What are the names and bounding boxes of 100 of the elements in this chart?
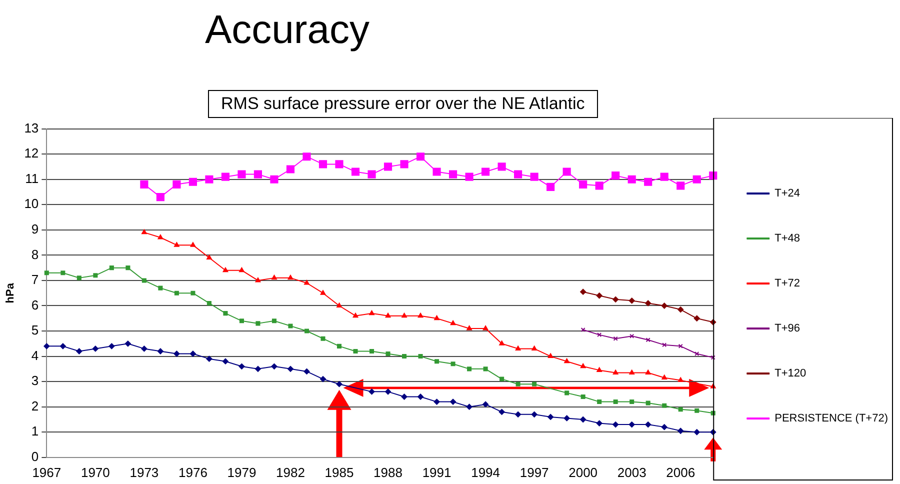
point — [676, 182, 685, 190]
point — [448, 170, 458, 178]
point — [255, 277, 261, 282]
point — [157, 348, 164, 354]
point — [466, 404, 472, 410]
point — [483, 366, 488, 372]
y-tick-label: 13 — [24, 120, 39, 136]
point — [662, 403, 667, 408]
legend-label: T+24 — [774, 188, 800, 200]
point — [286, 165, 295, 174]
point — [418, 354, 423, 359]
x-tick-label: 1997 — [520, 464, 549, 480]
point — [272, 274, 277, 280]
x-tick-label: 1967 — [32, 464, 62, 480]
point — [368, 388, 375, 395]
point — [400, 160, 408, 168]
point — [548, 353, 554, 358]
x-tick-label: 2006 — [666, 464, 696, 480]
chart-title: Accuracy — [205, 8, 370, 53]
point — [434, 315, 440, 320]
point — [531, 411, 538, 418]
point — [386, 351, 390, 356]
point — [353, 348, 358, 354]
point — [402, 354, 407, 359]
point — [694, 429, 700, 436]
point — [256, 321, 260, 326]
point — [434, 359, 440, 364]
point — [646, 400, 650, 406]
point — [142, 229, 147, 234]
point — [156, 193, 164, 202]
point — [596, 420, 602, 426]
x-tick-label: 2003 — [617, 464, 646, 480]
point — [564, 390, 570, 396]
point — [352, 312, 358, 318]
point — [76, 276, 82, 280]
point — [93, 273, 98, 278]
y-tick-label: 0 — [31, 448, 39, 464]
point — [662, 374, 668, 380]
point — [304, 328, 310, 334]
point — [662, 342, 667, 348]
point — [628, 422, 635, 428]
y-tick-label: 12 — [24, 146, 39, 161]
legend-label: T+72 — [774, 278, 800, 290]
point — [678, 344, 683, 348]
point — [678, 377, 684, 382]
point — [288, 324, 293, 328]
point — [499, 340, 504, 346]
point — [612, 370, 618, 374]
point — [108, 343, 115, 350]
point — [140, 180, 148, 188]
point — [597, 332, 602, 338]
point — [612, 422, 619, 428]
point — [450, 362, 456, 366]
point — [60, 343, 66, 350]
point — [335, 160, 344, 168]
point — [158, 286, 163, 290]
point — [174, 290, 179, 296]
point — [384, 162, 392, 171]
point — [44, 270, 49, 276]
point — [532, 346, 537, 350]
y-axis-title: hPa — [4, 282, 17, 304]
point — [174, 350, 180, 357]
point — [418, 312, 424, 318]
y-tick-label: 7 — [31, 272, 39, 288]
chart-subtitle: RMS surface pressure error over the NE Atlantic — [208, 90, 598, 118]
point — [385, 312, 391, 318]
point — [644, 178, 652, 186]
point — [548, 414, 554, 420]
x-tick-label: 1982 — [276, 464, 305, 480]
point — [628, 175, 636, 184]
point — [450, 398, 456, 405]
y-tick-label: 9 — [31, 221, 39, 236]
point — [515, 411, 522, 418]
point — [645, 422, 652, 428]
point — [580, 416, 586, 422]
point — [564, 358, 570, 364]
point — [320, 336, 326, 341]
point — [467, 366, 472, 372]
y-tick-label: 8 — [31, 246, 39, 262]
point — [254, 366, 261, 372]
point — [239, 318, 244, 324]
point — [304, 368, 310, 374]
point — [223, 311, 228, 316]
point — [516, 382, 520, 386]
point — [418, 394, 424, 400]
point — [109, 266, 114, 270]
point — [416, 152, 425, 161]
point — [645, 300, 652, 306]
point — [238, 363, 245, 370]
point — [190, 290, 196, 296]
point — [158, 234, 164, 240]
point — [320, 290, 326, 295]
point — [206, 300, 212, 306]
point — [221, 172, 230, 181]
legend-label: T+120 — [774, 368, 806, 380]
point — [302, 152, 311, 161]
point — [515, 346, 521, 350]
point — [271, 363, 278, 370]
point — [270, 175, 278, 184]
point — [498, 162, 506, 171]
